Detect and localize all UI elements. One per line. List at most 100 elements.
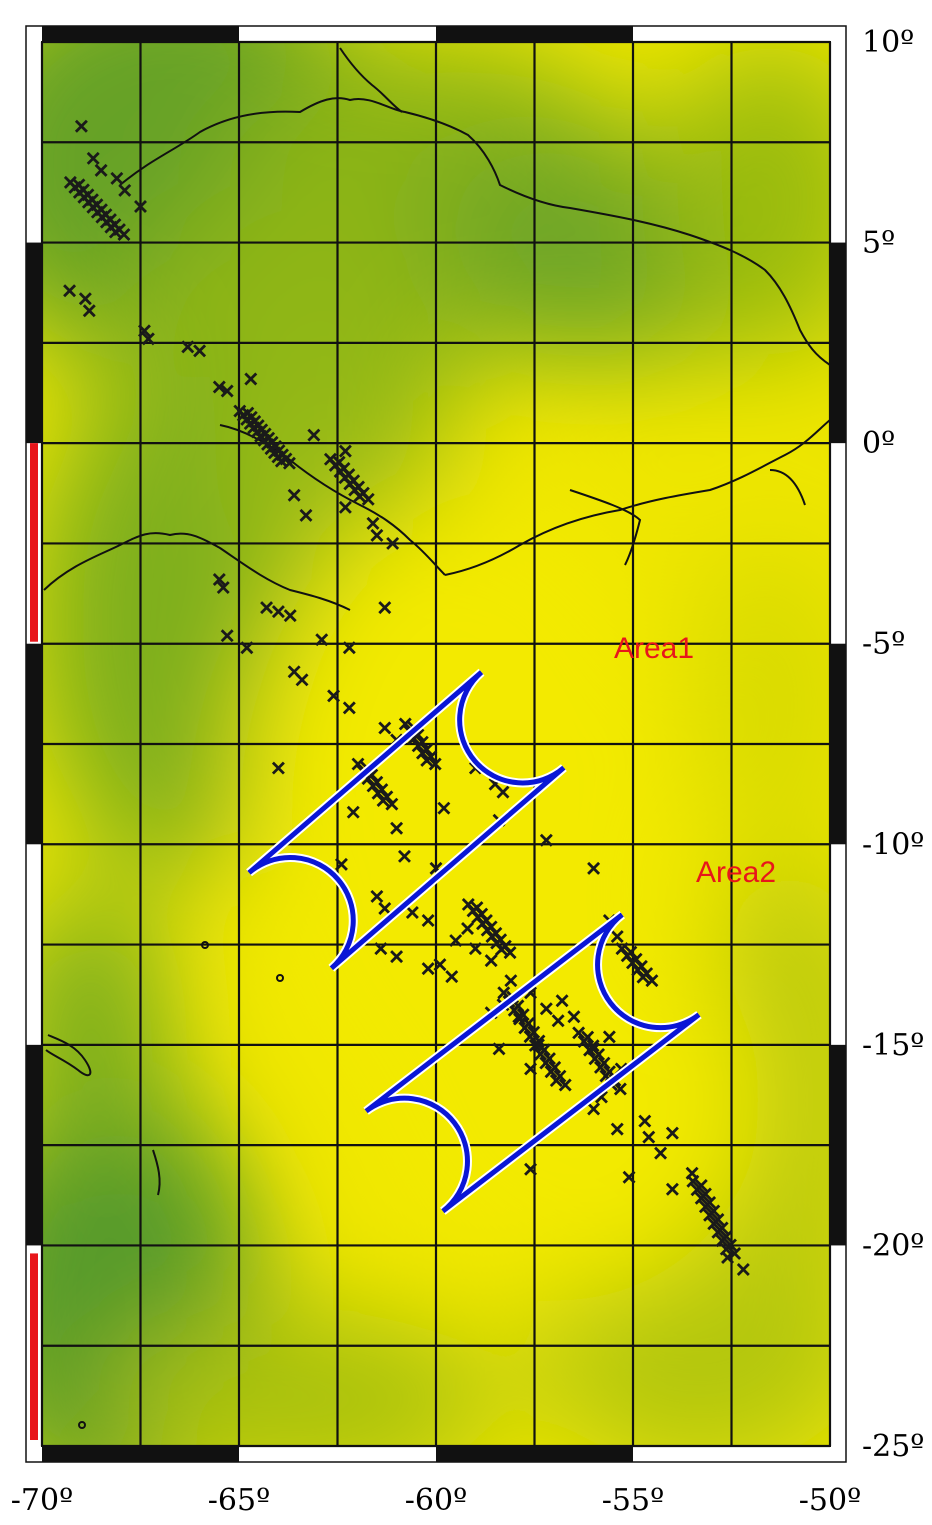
event-marker: [283, 609, 297, 623]
event-marker: [405, 906, 419, 919]
event-marker: [108, 225, 122, 239]
event-marker: [342, 641, 356, 655]
event-marker: [531, 1038, 545, 1052]
event-marker: [428, 757, 442, 771]
area1-label: Area1: [614, 632, 694, 665]
event-marker: [492, 1042, 506, 1056]
lat-tick-label: 10º: [862, 25, 914, 60]
event-marker: [461, 922, 474, 936]
area2-label: Area2: [696, 856, 776, 889]
frame-bar-left: [26, 1044, 42, 1246]
lon-tick-label: -55º: [602, 1483, 664, 1518]
event-marker: [338, 444, 352, 458]
event-marker: [711, 1225, 725, 1239]
event-marker: [587, 1102, 601, 1116]
event-marker: [539, 1002, 553, 1016]
event-marker: [433, 958, 447, 972]
lat-tick-label: -10º: [862, 827, 924, 862]
field-patch: [690, 540, 830, 860]
event-marker: [534, 1047, 548, 1061]
event-marker: [707, 1217, 721, 1231]
event-marker: [437, 801, 451, 815]
event-marker: [587, 1042, 601, 1056]
coastline-and-rivers: [43, 47, 830, 1429]
event-marker: [315, 633, 329, 647]
scale-bar: [30, 443, 38, 642]
event-marker: [665, 1126, 679, 1140]
frame-bar-top: [436, 26, 633, 42]
event-marker: [539, 833, 553, 847]
event-marker: [141, 332, 155, 346]
event-marker: [551, 1014, 565, 1028]
event-marker: [374, 942, 388, 956]
event-marker: [549, 1074, 563, 1088]
field-patch: [660, 42, 830, 360]
island: [276, 974, 284, 982]
event-marker: [370, 528, 384, 542]
event-marker: [271, 761, 285, 775]
event-marker: [216, 581, 230, 595]
event-marker: [703, 1208, 717, 1222]
event-marker: [220, 384, 234, 398]
event-marker: [736, 1263, 750, 1276]
event-marker: [118, 183, 132, 197]
event-marker: [638, 1114, 652, 1128]
event-marker: [602, 1030, 616, 1044]
event-marker: [74, 119, 88, 133]
map-frame: [25, 25, 847, 1463]
event-marker: [642, 1130, 656, 1144]
event-marker: [86, 151, 100, 165]
frame-bar-bottom: [42, 1446, 239, 1462]
lat-tick-label: -25º: [862, 1429, 924, 1464]
frame-bar-left: [26, 242, 42, 444]
event-marker: [260, 601, 274, 615]
event-marker: [665, 1182, 679, 1196]
event-marker: [117, 228, 131, 242]
event-marker: [421, 962, 435, 976]
lat-tick-label: -20º: [862, 1228, 924, 1263]
event-marker: [577, 1034, 591, 1048]
frame-bar-left: [26, 643, 42, 845]
event-marker: [420, 753, 434, 767]
event-marker: [567, 1010, 581, 1024]
event-marker: [558, 1078, 572, 1092]
event-marker: [622, 1170, 636, 1184]
event-marker: [721, 1250, 735, 1264]
island: [152, 1149, 161, 1196]
event-marker: [654, 1146, 668, 1160]
event-marker: [366, 779, 380, 793]
event-marker: [212, 380, 226, 394]
event-marker: [518, 1021, 532, 1035]
field-patch: [100, 1310, 500, 1446]
event-marker: [346, 805, 360, 819]
event-marker: [715, 1234, 729, 1248]
event-marker: [613, 1082, 627, 1096]
event-marker: [411, 739, 425, 753]
event-marker: [193, 344, 207, 358]
event-marker: [334, 857, 348, 871]
event-marker: [496, 785, 510, 799]
event-marker: [524, 1162, 538, 1176]
lon-tick-label: -70º: [11, 1483, 73, 1518]
event-marker: [378, 901, 392, 915]
event-marker: [371, 786, 385, 800]
coastline: [119, 97, 830, 366]
event-marker: [63, 284, 77, 298]
area-outline: [247, 670, 566, 971]
event-marker: [342, 701, 356, 715]
event-marker: [386, 536, 400, 550]
event-marker: [449, 934, 463, 948]
event-marker: [134, 199, 147, 213]
event-marker: [445, 970, 459, 984]
event-marker: [137, 324, 151, 338]
event-marker: [690, 1183, 704, 1197]
event-marker: [385, 797, 399, 811]
event-marker: [366, 516, 380, 530]
event-marker: [415, 746, 429, 760]
event-marker: [82, 304, 96, 318]
event-marker: [512, 1010, 526, 1024]
frame-bar-top: [42, 26, 239, 42]
event-marker: [271, 605, 285, 619]
island: [78, 1421, 86, 1429]
event-marker: [504, 974, 518, 988]
